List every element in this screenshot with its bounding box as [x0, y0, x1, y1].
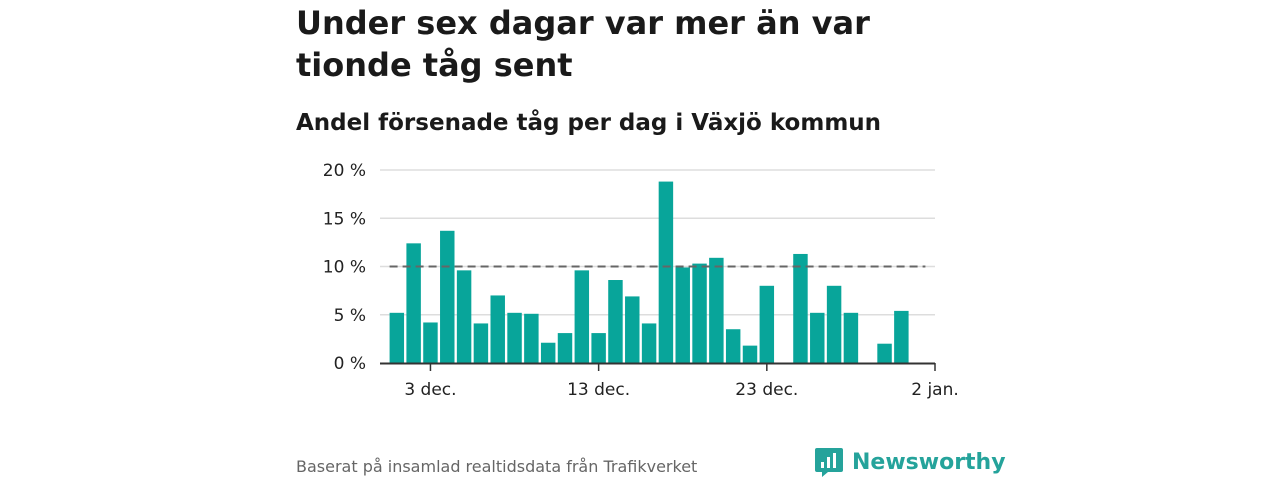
bar	[440, 230, 455, 363]
bar	[709, 257, 724, 363]
bar	[524, 313, 539, 363]
y-tick-label: 10 %	[323, 258, 366, 278]
y-tick-label: 0 %	[334, 354, 366, 374]
brand-name: Newsworthy	[852, 449, 1006, 475]
y-tick-label: 15 %	[323, 209, 366, 229]
bar-chart: 0 % 5 % 10 % 15 % 20 % 3 dec. 13 dec. 23 dec. 2…	[323, 161, 959, 400]
bar	[591, 333, 606, 363]
x-tick-label: 3 dec.	[404, 380, 456, 400]
bar	[658, 181, 674, 363]
x-tick-label: 13 dec.	[567, 380, 630, 400]
bar	[843, 312, 859, 363]
x-tick-label: 2 jan.	[911, 380, 959, 400]
bar	[608, 280, 623, 363]
bar	[389, 312, 405, 363]
bar	[423, 322, 438, 363]
x-tick-label: 23 dec.	[735, 380, 798, 400]
bar	[742, 345, 758, 363]
bar	[473, 323, 489, 363]
x-axis-ticks: 3 dec. 13 dec. 23 dec. 2 jan.	[404, 363, 959, 400]
newsworthy-logo-icon	[815, 448, 843, 477]
bar	[692, 263, 707, 363]
y-tick-label: 5 %	[334, 306, 366, 326]
y-axis-ticks: 0 % 5 % 10 % 15 % 20 %	[323, 161, 366, 374]
bars	[389, 181, 909, 363]
y-tick-label: 20 %	[323, 161, 366, 181]
bar	[641, 323, 657, 363]
bar	[894, 310, 909, 363]
bar	[877, 343, 892, 363]
bar	[826, 285, 842, 363]
bar	[490, 295, 505, 363]
bar	[456, 270, 472, 363]
bar	[725, 329, 741, 363]
bar	[540, 342, 556, 363]
bar	[625, 296, 640, 363]
bar	[810, 312, 825, 363]
chart-title: Under sex dagar var mer än var tionde tå…	[296, 4, 870, 84]
bar	[507, 312, 522, 363]
source-note: Baserat på insamlad realtidsdata från Tr…	[296, 457, 698, 476]
chart-subtitle: Andel försenade tåg per dag i Växjö komm…	[296, 110, 882, 136]
bar	[557, 333, 573, 363]
brand-logo[interactable]: Newsworthy	[814, 446, 1006, 478]
bar	[675, 267, 690, 363]
bar	[574, 270, 590, 363]
bar	[406, 243, 421, 363]
bar	[759, 285, 775, 363]
bar	[793, 253, 808, 363]
